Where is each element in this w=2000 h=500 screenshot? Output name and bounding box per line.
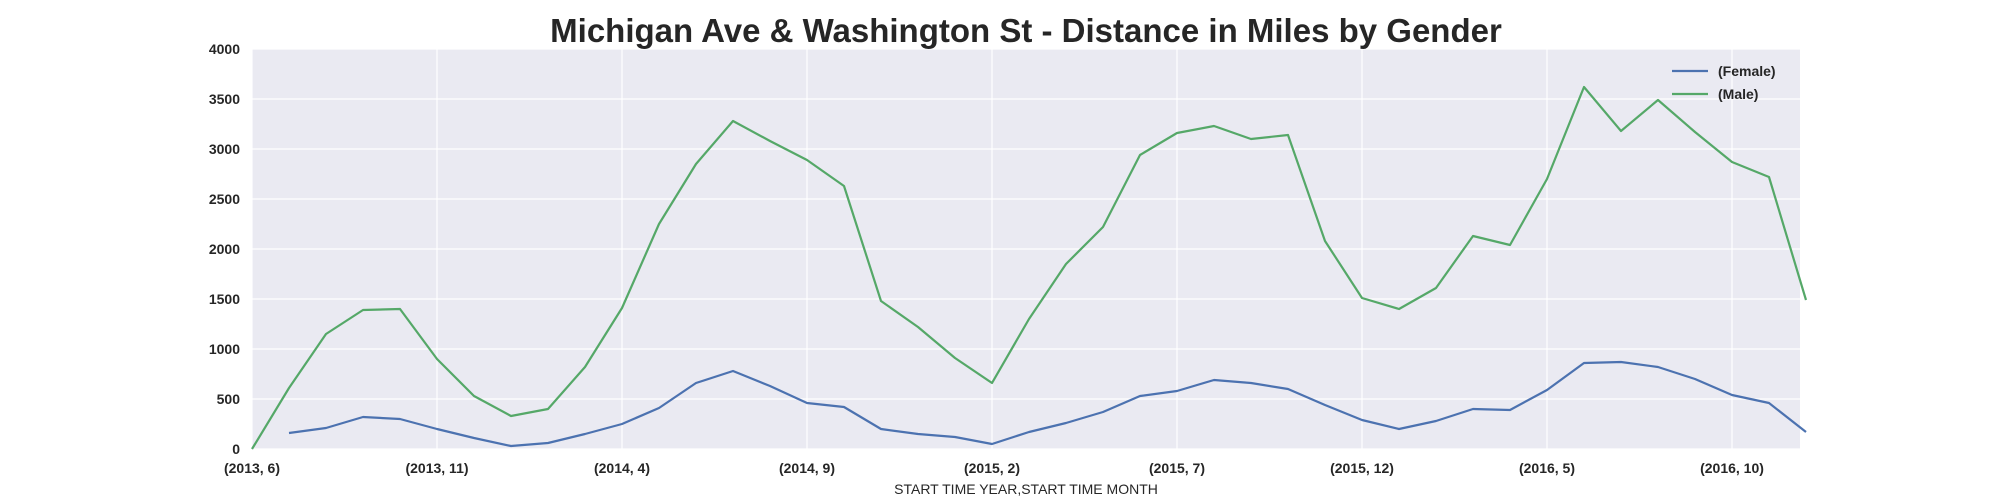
x-tick-label: (2015, 7) [1149, 460, 1205, 476]
x-tick-label: (2014, 9) [779, 460, 835, 476]
legend: (Female) (Male) [1672, 63, 1776, 102]
chart-title: Michigan Ave & Washington St - Distance … [550, 12, 1502, 49]
series-lines [251, 85, 1808, 450]
x-tick-label: (2015, 12) [1330, 460, 1394, 476]
y-grid [252, 48, 1800, 450]
x-tick-label: (2013, 6) [224, 460, 280, 476]
y-tick-label: 2500 [209, 191, 240, 207]
y-tick-label: 500 [217, 391, 241, 407]
x-tick-label: (2016, 5) [1519, 460, 1575, 476]
legend-label: (Male) [1718, 86, 1758, 102]
series-line-female [288, 360, 1807, 448]
x-tick-label: (2014, 4) [594, 460, 650, 476]
y-tick-label: 4000 [209, 41, 240, 57]
x-axis-label: START TIME YEAR,START TIME MONTH [894, 481, 1158, 497]
y-tick-label: 1500 [209, 291, 240, 307]
x-tick-label: (2016, 10) [1700, 460, 1764, 476]
series-line-male [251, 85, 1808, 450]
x-tick-labels: (2013, 6) (2013, 11) (2014, 4) (2014, 9) (20… [224, 460, 1764, 476]
y-tick-label: 3500 [209, 91, 240, 107]
y-tick-label: 2000 [209, 241, 240, 257]
x-tick-label: (2015, 2) [964, 460, 1020, 476]
y-tick-label: 1000 [209, 341, 240, 357]
y-tick-label: 3000 [209, 141, 240, 157]
y-tick-labels: 0 500 1000 1500 2000 2500 3000 3500 4000 [209, 41, 240, 457]
legend-label: (Female) [1718, 63, 1776, 79]
x-tick-label: (2013, 11) [405, 460, 468, 476]
y-tick-label: 0 [232, 441, 240, 457]
